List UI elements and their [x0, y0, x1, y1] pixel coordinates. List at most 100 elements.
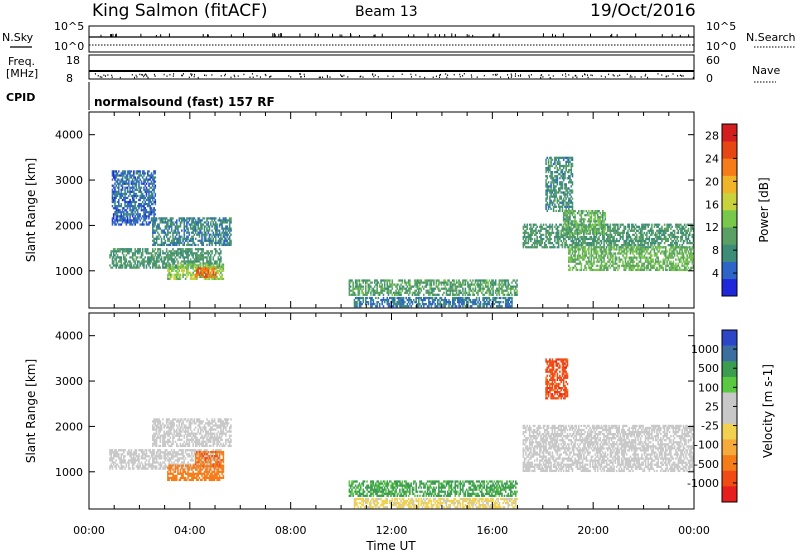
heatmap-cell	[188, 231, 191, 234]
heatmap-cell	[387, 305, 390, 308]
heatmap-cell	[484, 301, 487, 304]
heatmap-cell	[623, 252, 625, 255]
heatmap-cell	[636, 262, 638, 265]
heatmap-cell	[673, 268, 676, 272]
heatmap-cell	[149, 200, 152, 204]
heatmap-cell	[143, 207, 145, 210]
heatmap-cell	[164, 225, 167, 228]
heatmap-cell	[627, 225, 629, 228]
heatmap-cell	[594, 246, 596, 249]
heatmap-cell	[404, 305, 406, 308]
heatmap-cell	[453, 303, 455, 306]
heatmap-cell	[357, 289, 360, 292]
heatmap-cell	[414, 289, 416, 292]
heatmap-cell	[184, 273, 187, 276]
heatmap-cell	[168, 267, 170, 270]
heatmap-cell	[462, 283, 464, 286]
heatmap-cell	[431, 289, 434, 292]
heatmap-cell	[600, 254, 603, 257]
heatmap-cell	[147, 223, 149, 226]
heatmap-cell	[348, 293, 351, 296]
heatmap-cell	[135, 256, 138, 259]
heatmap-cell	[453, 283, 455, 286]
heatmap-cell	[198, 254, 201, 257]
heatmap-cell	[600, 260, 603, 263]
heatmap-cell	[131, 266, 134, 269]
heatmap-cell	[444, 303, 446, 306]
heatmap-cell	[672, 260, 675, 263]
heatmap-cell	[600, 250, 603, 253]
heatmap-cell	[555, 223, 557, 226]
heatmap-cell	[673, 242, 676, 245]
heatmap-cell	[671, 266, 673, 269]
heatmap-cell	[368, 287, 371, 290]
heatmap-cell	[494, 279, 497, 282]
heatmap-cell	[647, 242, 649, 245]
heatmap-cell	[479, 289, 482, 292]
heatmap-cell	[203, 237, 206, 240]
heatmap-cell	[203, 225, 206, 228]
heatmap-cell	[658, 235, 661, 239]
heatmap-cell	[153, 231, 155, 234]
nave-dot	[496, 73, 498, 76]
heatmap-cell	[203, 267, 206, 270]
heatmap-cell	[206, 258, 208, 261]
heatmap-cell	[678, 225, 681, 228]
heatmap-cell	[423, 296, 425, 300]
heatmap-cell	[589, 225, 591, 228]
heatmap-cell	[449, 281, 452, 284]
heatmap-cell	[160, 258, 163, 261]
heatmap-cell	[121, 192, 124, 196]
heatmap-cell	[123, 172, 125, 175]
heatmap-cell	[129, 262, 131, 265]
heatmap-cell	[459, 291, 462, 294]
heatmap-cell	[421, 285, 424, 288]
heatmap-cell	[401, 303, 404, 306]
heatmap-cell	[118, 205, 120, 208]
heatmap-cell	[574, 252, 576, 255]
heatmap-cell	[152, 266, 154, 269]
heatmap-cell	[134, 223, 136, 226]
heatmap-cell	[119, 215, 121, 218]
heatmap-cell	[150, 194, 153, 198]
heatmap-cell	[450, 283, 453, 286]
heatmap-cell	[617, 252, 619, 255]
heatmap-cell	[608, 250, 610, 253]
heatmap-cell	[119, 196, 121, 200]
heatmap-cell	[598, 231, 600, 235]
heatmap-cell	[569, 248, 571, 251]
heatmap-cell	[639, 258, 642, 261]
heatmap-cell	[201, 233, 203, 236]
heatmap-cell	[654, 262, 657, 265]
heatmap-cell	[152, 227, 154, 230]
heatmap-cell	[183, 258, 186, 261]
heatmap-cell	[213, 241, 216, 245]
heatmap-cell	[147, 215, 149, 218]
heatmap-cell	[153, 180, 155, 183]
heatmap-cell	[683, 246, 686, 249]
heatmap-cell	[373, 303, 376, 306]
heatmap-cell	[453, 289, 455, 292]
heatmap-cell	[652, 264, 654, 267]
heatmap-cell	[624, 256, 627, 259]
heatmap-cell	[155, 227, 158, 230]
nave-dot	[540, 74, 542, 77]
heatmap-cell	[118, 248, 120, 251]
heatmap-cell	[159, 250, 162, 253]
heatmap-cell	[651, 229, 653, 232]
heatmap-cell	[643, 244, 646, 247]
heatmap-cell	[206, 260, 208, 263]
heatmap-cell	[687, 229, 690, 232]
heatmap-cell	[353, 305, 356, 308]
heatmap-cell	[395, 285, 397, 288]
heatmap-cell	[400, 303, 402, 306]
heatmap-cell	[205, 269, 207, 272]
heatmap-cell	[487, 287, 489, 290]
heatmap-cell	[110, 266, 112, 269]
heatmap-cell	[409, 279, 411, 282]
heatmap-cell	[660, 227, 662, 230]
heatmap-cell	[170, 217, 173, 220]
heatmap-cell	[667, 244, 670, 247]
heatmap-cell	[533, 223, 536, 226]
heatmap-cell	[170, 223, 173, 226]
